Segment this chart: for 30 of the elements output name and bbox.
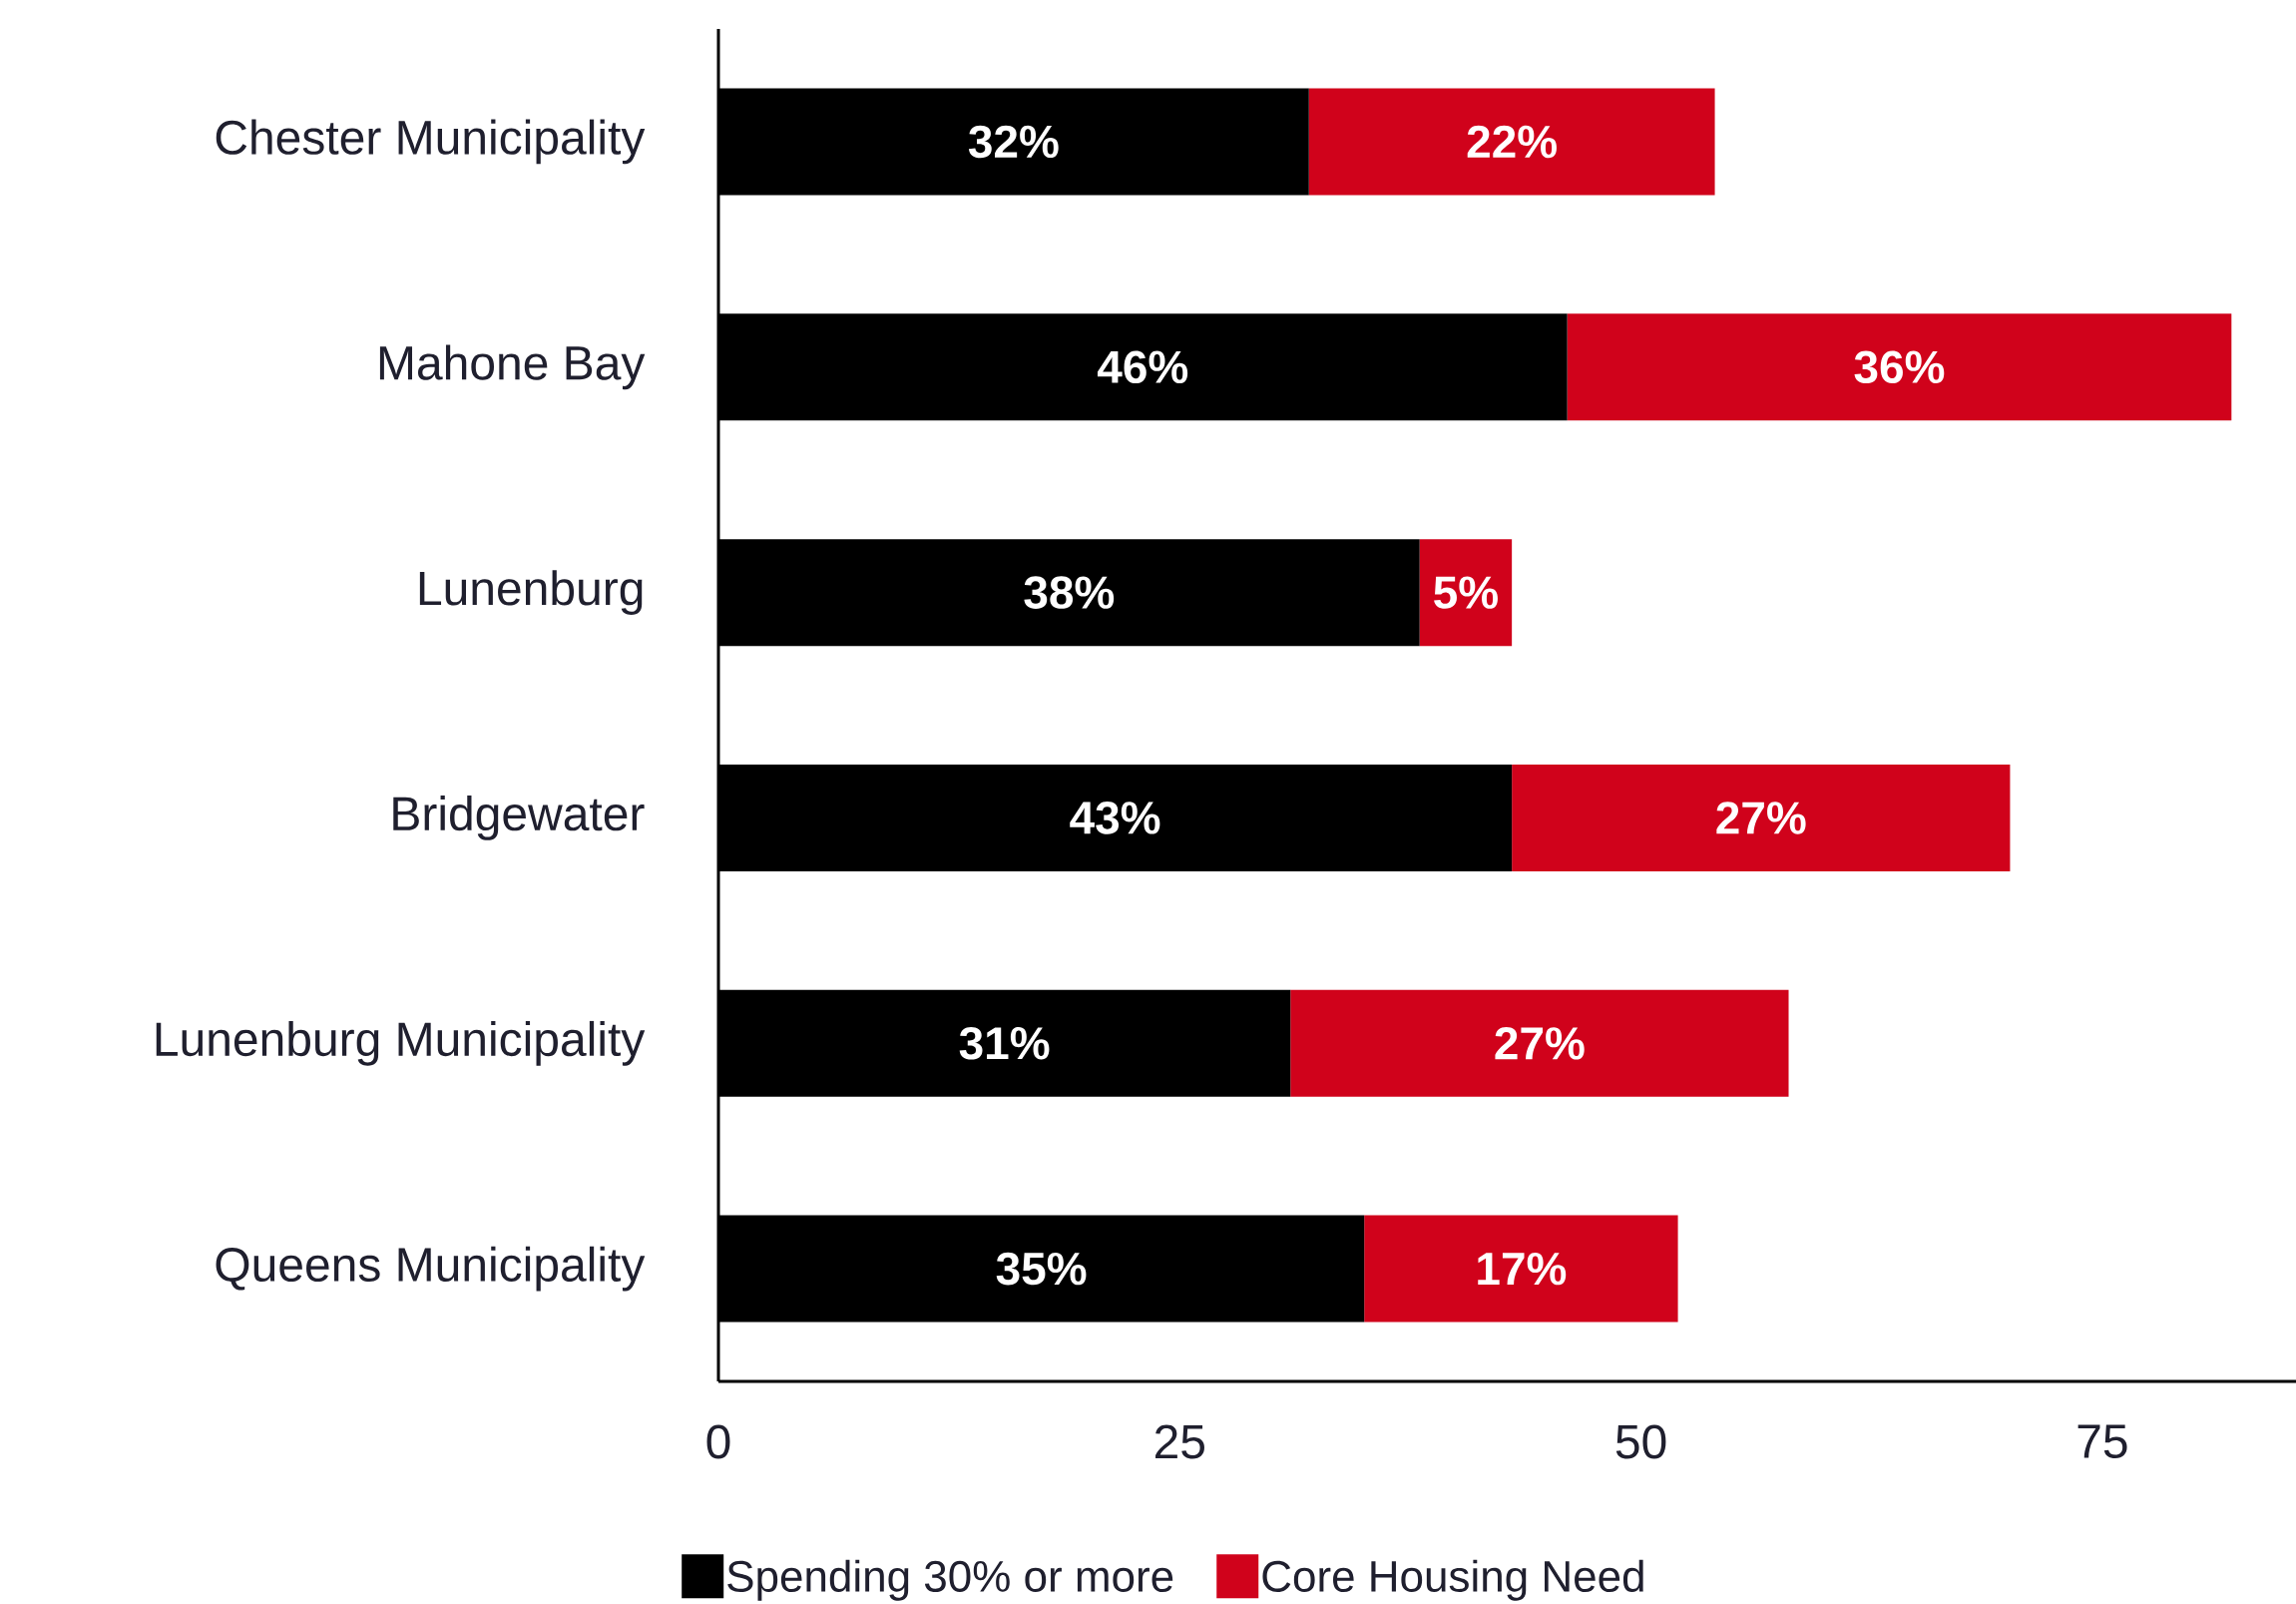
x-tick-label: 25 xyxy=(1155,1424,1204,1459)
data-label: 31% xyxy=(959,1026,1050,1060)
data-label: 5% xyxy=(1434,576,1498,609)
y-tick-label: Queens Municipality xyxy=(216,1246,646,1292)
data-label: 27% xyxy=(1495,1027,1585,1060)
y-tick-label: Lunenburg xyxy=(419,570,643,616)
bar xyxy=(1290,989,1789,1097)
x-tick-label: 75 xyxy=(2077,1424,2127,1459)
data-label: 36% xyxy=(1854,350,1945,384)
x-tick-label: 0 xyxy=(706,1424,730,1459)
x-tick-label: 50 xyxy=(1615,1424,1666,1459)
legend-label: Core Housing Need xyxy=(1262,1559,1643,1601)
bar xyxy=(1512,764,2011,871)
bar xyxy=(1567,313,2232,421)
data-label: 17% xyxy=(1478,1252,1567,1286)
data-label: 27% xyxy=(1716,802,1806,834)
y-tick-label: Lunenburg Municipality xyxy=(156,1020,646,1066)
y-tick-label: Bridgewater xyxy=(393,796,645,840)
y-tick-label: Chester Municipality xyxy=(216,119,646,165)
data-label: 43% xyxy=(1070,802,1160,834)
data-label: 22% xyxy=(1467,125,1557,159)
bar xyxy=(1364,1215,1678,1323)
data-label: 38% xyxy=(1024,576,1115,609)
bar xyxy=(1419,539,1513,647)
data-label: 46% xyxy=(1097,350,1188,384)
bar xyxy=(1308,88,1715,196)
data-label: 32% xyxy=(968,125,1059,159)
legend-label: Spending 30% or more xyxy=(727,1559,1173,1601)
y-tick-label: Mahone Bay xyxy=(379,344,646,390)
data-label: 35% xyxy=(996,1252,1087,1286)
